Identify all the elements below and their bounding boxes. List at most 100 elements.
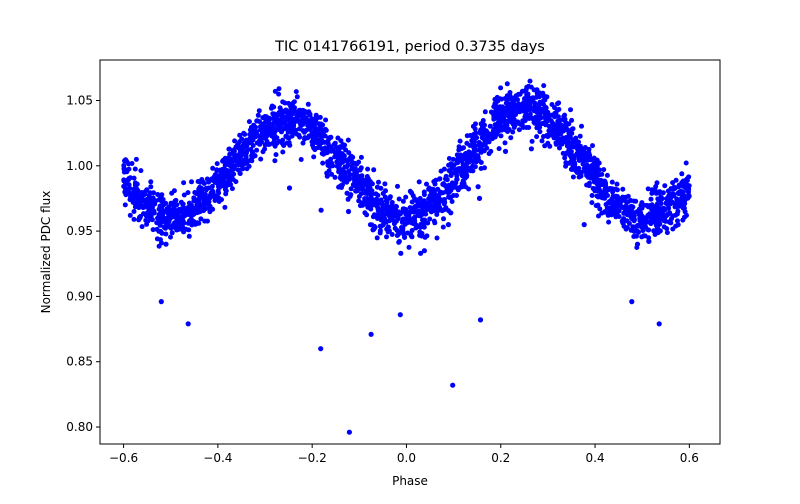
data-point xyxy=(420,206,426,212)
data-point xyxy=(595,202,601,208)
data-point xyxy=(245,147,251,153)
data-point xyxy=(323,117,329,123)
data-point xyxy=(649,190,655,196)
data-point xyxy=(212,198,218,203)
x-tick-label: 0.6 xyxy=(680,451,699,465)
data-point xyxy=(478,146,484,152)
data-point xyxy=(168,234,173,240)
data-point xyxy=(522,102,528,108)
data-point xyxy=(556,118,562,123)
data-point xyxy=(394,212,400,218)
data-point xyxy=(491,114,497,120)
y-tick-label: 0.85 xyxy=(66,355,93,369)
data-point xyxy=(608,212,614,218)
data-point xyxy=(596,213,601,219)
data-point xyxy=(643,224,648,230)
data-point xyxy=(357,180,363,186)
data-point xyxy=(159,240,164,246)
data-point xyxy=(551,135,557,141)
data-point xyxy=(199,185,204,191)
data-point xyxy=(472,164,478,170)
data-point xyxy=(356,198,362,204)
data-point xyxy=(335,135,341,141)
data-point xyxy=(620,194,626,200)
data-point xyxy=(679,171,685,177)
data-point xyxy=(220,175,226,181)
data-point xyxy=(451,193,457,198)
data-point xyxy=(263,119,269,125)
data-point xyxy=(670,213,676,219)
data-point xyxy=(576,174,582,180)
data-point xyxy=(292,117,298,122)
data-point xyxy=(482,137,488,143)
data-point xyxy=(181,192,187,198)
data-point xyxy=(223,183,229,189)
data-point xyxy=(434,212,440,217)
data-point xyxy=(272,119,278,125)
data-point xyxy=(326,135,332,141)
data-point xyxy=(665,211,671,217)
data-point xyxy=(377,230,383,236)
data-point xyxy=(129,161,135,166)
data-point xyxy=(436,192,442,198)
data-point xyxy=(246,119,252,125)
data-point xyxy=(121,166,127,172)
data-point xyxy=(563,163,569,169)
data-point xyxy=(490,136,495,142)
data-point xyxy=(201,200,207,206)
data-point xyxy=(685,187,690,193)
data-point xyxy=(537,129,543,135)
data-point xyxy=(408,217,414,223)
data-point xyxy=(294,94,300,100)
data-point xyxy=(269,103,275,109)
data-point xyxy=(357,167,363,173)
data-point xyxy=(131,175,137,181)
data-point xyxy=(629,205,635,211)
data-point xyxy=(132,166,138,172)
data-point xyxy=(178,208,184,214)
data-point xyxy=(224,174,230,180)
data-point xyxy=(228,156,234,162)
x-tick-label: −0.6 xyxy=(109,451,138,465)
data-point xyxy=(247,136,253,142)
data-point xyxy=(378,223,384,229)
data-point xyxy=(485,134,491,140)
data-point xyxy=(312,126,317,131)
data-point xyxy=(151,208,157,214)
data-point xyxy=(161,224,167,230)
data-point xyxy=(373,191,379,197)
data-point xyxy=(527,99,532,105)
data-point xyxy=(456,144,462,150)
data-point xyxy=(611,203,616,208)
outlier-point xyxy=(629,299,635,305)
data-point xyxy=(660,190,666,196)
data-point xyxy=(248,156,254,162)
data-point xyxy=(537,109,543,115)
data-point xyxy=(358,154,364,160)
data-point xyxy=(172,220,177,226)
data-point xyxy=(621,216,627,222)
data-point xyxy=(379,207,385,213)
data-point xyxy=(365,183,371,189)
data-point xyxy=(368,190,374,196)
data-point xyxy=(570,126,576,132)
data-point xyxy=(561,139,567,145)
data-point xyxy=(320,160,326,166)
data-point xyxy=(584,150,590,156)
data-point xyxy=(446,156,452,161)
outlier-point xyxy=(445,222,451,228)
data-point xyxy=(382,181,388,187)
data-point xyxy=(499,127,505,133)
data-point xyxy=(231,147,237,153)
data-point xyxy=(511,99,516,104)
data-point xyxy=(136,217,142,223)
outlier-point xyxy=(321,150,327,156)
data-point xyxy=(297,107,303,113)
outlier-point xyxy=(318,346,324,352)
data-point xyxy=(349,166,355,172)
data-point xyxy=(620,186,626,192)
data-point xyxy=(267,115,272,121)
data-point xyxy=(662,183,668,189)
data-point xyxy=(507,93,513,99)
data-point xyxy=(203,186,209,192)
